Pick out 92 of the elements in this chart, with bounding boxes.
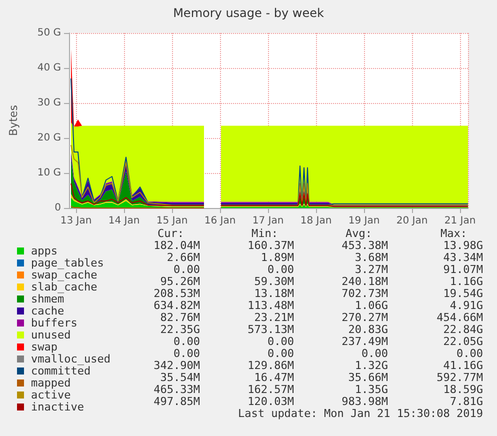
text: 19.54G [443,287,483,300]
x-tick-label: 13 Jan [60,216,92,226]
text: 35.66M [348,371,388,384]
text: 454.66M [436,311,484,324]
text: 270.27M [342,311,388,324]
text: 162.57M [248,383,294,396]
y-tick-label: 50 G [37,28,61,38]
x-tick-label: 19 Jan [348,216,380,226]
text: 95.26M [160,275,200,288]
text: 3.68M [354,251,388,264]
text: 453.38M [342,239,388,252]
legend-label: committed [31,364,91,378]
text: 13.98G [443,239,483,252]
text: 0.00 [268,347,294,360]
text: 237.49M [342,335,388,348]
legend-label: vmalloc_used [31,352,110,366]
text: 497.85M [154,395,200,408]
legend-label: swap_cache [31,268,98,282]
text: 592.77M [436,371,484,384]
legend-label: slab_cache [31,280,98,294]
text: 208.53M [154,287,200,300]
legend-label: page_tables [31,256,104,270]
text: 573.13M [248,323,294,336]
text: 1.89M [260,251,294,264]
y-axis-title: Bytes [7,104,20,136]
text: 702.73M [342,287,388,300]
legend-label: cache [31,304,64,318]
x-tick-label: 18 Jan [300,216,332,226]
y-tick-label: 20 G [37,132,61,144]
text: 634.82M [154,299,200,312]
text: 0.00 [174,263,200,276]
text: Min: [252,227,278,240]
y-tick-label: 10 G [37,168,61,178]
text: 0.00 [268,335,294,348]
text: 43.34M [443,251,484,264]
text: 0.00 [268,263,294,276]
text: 16.47M [254,371,294,384]
text: 983.98M [342,395,388,408]
x-tick-label: 16 Jan [204,216,236,226]
x-tick-label: 17 Jan [252,216,284,226]
legend-label: buffers [31,316,78,330]
text: 41.16G [443,359,483,372]
x-tick-label: 20 Jan [396,216,428,226]
text: 59.30M [254,275,294,288]
text: 22.35G [160,323,200,336]
text: 20.83G [348,323,388,336]
text: 0.00 [174,347,200,360]
legend-label: inactive [31,400,84,414]
legend-label: unused [31,328,71,342]
text: 182.04M [154,239,200,252]
x-tick-label: 21 Jan [444,216,476,226]
legend-label: active [31,388,71,402]
text: 23.21M [254,311,294,324]
text: 160.37M [248,239,294,252]
legend-label: shmem [31,292,64,306]
text: 1.16G [450,275,483,288]
text: 0.00 [456,347,483,360]
text: 1.32G [354,359,388,372]
text: 13.18M [254,287,294,300]
text: 22.05G [443,335,483,348]
text: 1.06G [354,299,388,312]
x-tick-label: 14 Jan [108,216,140,226]
text: 0.00 [174,335,200,348]
text: 82.76M [160,311,200,324]
text: 129.86M [248,359,294,372]
text: Cur: [158,227,184,240]
y-tick-label: 40 G [37,62,61,74]
text: Max: [440,227,467,240]
legend-label: apps [31,244,58,258]
text: 240.18M [342,275,388,288]
text: 342.90M [154,359,200,372]
chart-title: Memory usage - by week [173,6,324,20]
x-tick-label: 15 Jan [156,216,188,226]
text: 35.54M [160,371,200,384]
text: 113.48M [248,299,294,312]
text: 1.35G [354,383,388,396]
text: 18.59G [443,383,483,396]
text: 7.81G [450,395,483,408]
text: 3.27M [354,263,388,276]
text: 2.66M [166,251,200,264]
text: 465.33M [154,383,200,396]
text: 0.00 [362,347,388,360]
text: Last update: Mon Jan 21 15:30:08 2019 [238,407,483,420]
text: 120.03M [248,395,294,408]
text: 22.84G [443,323,483,336]
text: Avg: [346,227,372,240]
text: 91.07M [443,263,484,276]
legend-label: mapped [31,376,71,390]
legend-label: swap [31,340,58,354]
text: 4.91G [450,299,483,312]
y-tick-label: 30 G [37,98,61,108]
y-tick-label: 0 [54,202,61,214]
